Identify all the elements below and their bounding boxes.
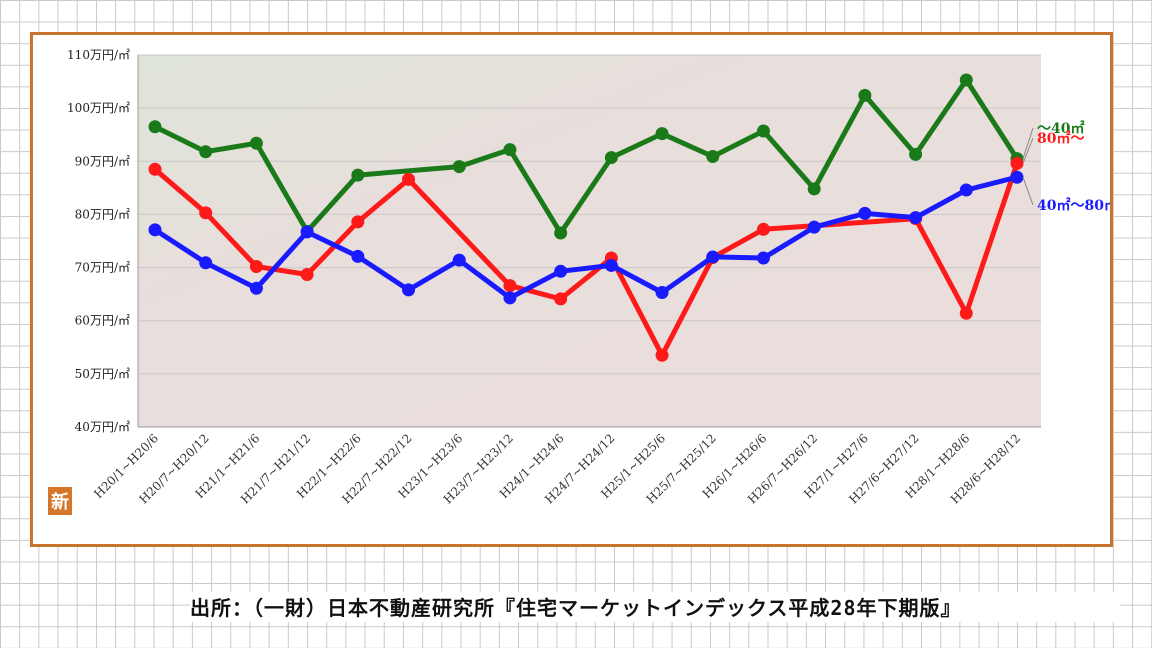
logo-badge: 新 bbox=[48, 487, 72, 515]
y-tick-label: 70万円/㎡ bbox=[75, 261, 130, 275]
y-tick-label: 50万円/㎡ bbox=[75, 367, 130, 381]
data-point bbox=[503, 279, 517, 293]
data-point bbox=[249, 136, 263, 150]
line-chart: 110万円/㎡ 100万円/㎡ 90万円/㎡ 80万円/㎡ 70万円/㎡ 60万円/㎡ 50… bbox=[48, 48, 1110, 515]
series-label: ～40㎡ bbox=[1037, 120, 1084, 137]
data-point bbox=[199, 256, 213, 270]
data-point bbox=[756, 124, 770, 138]
data-point bbox=[503, 291, 517, 305]
data-point bbox=[807, 220, 821, 234]
series-2 bbox=[148, 170, 1024, 305]
series-label: 80㎡～ bbox=[1037, 130, 1084, 147]
y-tick-label: 100万円/㎡ bbox=[67, 101, 130, 115]
data-point bbox=[503, 143, 517, 157]
data-point bbox=[554, 226, 568, 240]
data-point bbox=[452, 160, 466, 174]
data-point bbox=[199, 145, 213, 159]
data-point bbox=[351, 249, 365, 263]
data-point bbox=[300, 267, 314, 281]
leader-line bbox=[1022, 137, 1034, 164]
data-point bbox=[148, 223, 162, 237]
data-point bbox=[655, 127, 669, 141]
data-point bbox=[858, 206, 872, 220]
chart-frame: 110万円/㎡ 100万円/㎡ 90万円/㎡ 80万円/㎡ 70万円/㎡ 60万円/㎡ 50… bbox=[30, 32, 1113, 547]
data-point bbox=[554, 292, 568, 306]
data-point bbox=[402, 172, 416, 186]
data-point bbox=[959, 183, 973, 197]
data-point bbox=[249, 260, 263, 274]
data-point bbox=[959, 306, 973, 320]
data-point bbox=[351, 168, 365, 182]
y-tick-label: 60万円/㎡ bbox=[75, 314, 130, 328]
series-label: 40㎡～80㎡ bbox=[1037, 197, 1110, 214]
data-point bbox=[756, 222, 770, 236]
background-photo bbox=[138, 55, 1041, 427]
data-point bbox=[909, 147, 923, 161]
data-point bbox=[807, 182, 821, 196]
data-point bbox=[148, 120, 162, 134]
data-point bbox=[452, 253, 466, 267]
y-tick-label: 40万円/㎡ bbox=[75, 420, 130, 434]
y-tick-label: 90万円/㎡ bbox=[75, 154, 130, 168]
data-point bbox=[706, 150, 720, 164]
leader-line bbox=[1022, 177, 1034, 206]
data-point bbox=[1010, 170, 1024, 184]
series-line bbox=[152, 174, 1020, 301]
leader-line bbox=[1022, 127, 1034, 159]
data-point bbox=[1010, 156, 1024, 170]
data-point bbox=[959, 73, 973, 87]
source-note: 出所：（一財）日本不動産研究所『住宅マーケットインデックス平成28年下期版』 bbox=[190, 592, 1120, 622]
data-point bbox=[604, 258, 618, 272]
y-tick-label: 80万円/㎡ bbox=[75, 207, 130, 221]
data-point bbox=[756, 251, 770, 265]
data-point bbox=[351, 215, 365, 229]
y-tick-label: 110万円/㎡ bbox=[67, 48, 130, 62]
data-point bbox=[909, 211, 923, 225]
logo-text: 新 bbox=[51, 491, 69, 513]
data-point bbox=[655, 348, 669, 362]
data-point bbox=[249, 281, 263, 295]
data-point bbox=[655, 286, 669, 300]
data-point bbox=[858, 88, 872, 102]
data-point bbox=[706, 250, 720, 264]
data-point bbox=[402, 283, 416, 297]
data-point bbox=[300, 225, 314, 239]
data-point bbox=[148, 162, 162, 176]
data-point bbox=[604, 151, 618, 165]
data-point bbox=[199, 206, 213, 220]
data-point bbox=[554, 264, 568, 278]
